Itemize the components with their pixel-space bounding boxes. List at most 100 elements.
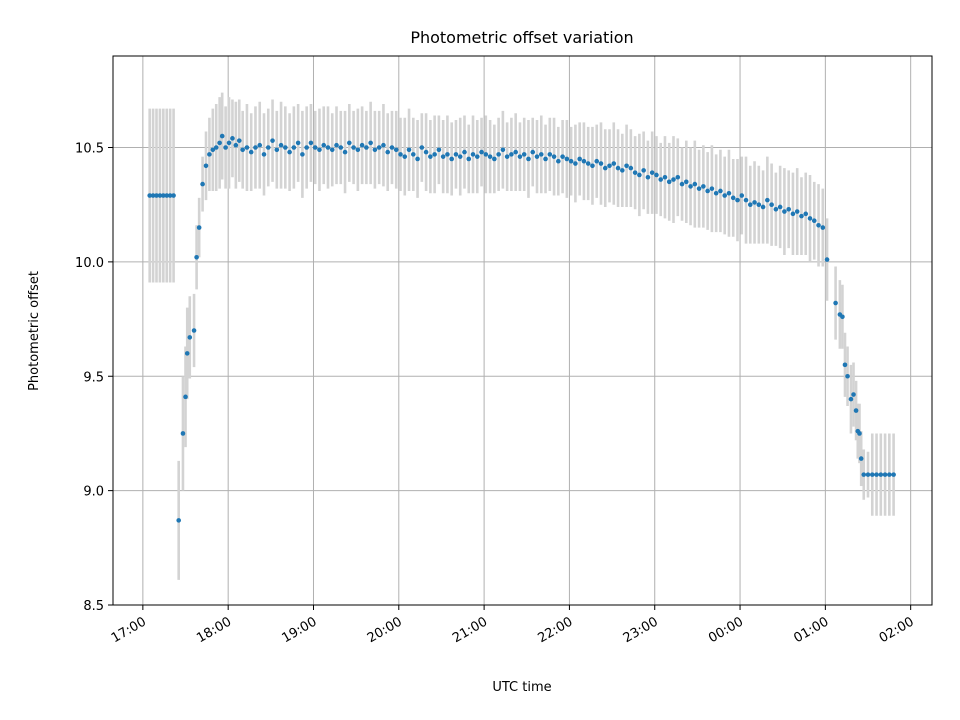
data-point xyxy=(317,147,322,153)
y-tick-label: 10.5 xyxy=(75,142,104,157)
data-point xyxy=(194,254,199,260)
data-point xyxy=(300,152,305,157)
data-point xyxy=(308,140,314,146)
data-point xyxy=(445,152,450,157)
data-point xyxy=(803,211,809,217)
data-point xyxy=(679,181,685,187)
x-tick-label: 02:00 xyxy=(877,614,917,646)
data-point xyxy=(662,174,668,180)
data-point xyxy=(393,147,399,153)
data-point xyxy=(453,152,459,157)
x-tick-label: 22:00 xyxy=(535,614,575,646)
data-point xyxy=(466,156,472,162)
data-point xyxy=(423,149,429,155)
data-point xyxy=(240,147,245,153)
data-point xyxy=(183,394,188,400)
data-point xyxy=(861,472,867,477)
data-point xyxy=(743,197,749,203)
data-point xyxy=(219,133,225,139)
data-point xyxy=(752,200,757,205)
data-point xyxy=(786,206,791,212)
data-point xyxy=(406,147,412,153)
data-point xyxy=(782,209,787,214)
data-point xyxy=(692,181,698,187)
data-point xyxy=(696,186,702,191)
data-point xyxy=(585,161,591,166)
data-point xyxy=(187,335,193,340)
data-point xyxy=(833,300,838,306)
x-axis-label: UTC time xyxy=(492,680,551,695)
data-point xyxy=(196,225,202,230)
data-point xyxy=(270,138,275,143)
data-point xyxy=(338,145,344,150)
data-point xyxy=(517,154,523,159)
data-point xyxy=(607,163,612,169)
data-point xyxy=(573,161,578,166)
data-point xyxy=(329,147,335,153)
data-point xyxy=(342,149,348,155)
data-point xyxy=(398,152,403,157)
data-point xyxy=(538,152,544,157)
data-point xyxy=(671,177,676,182)
data-point xyxy=(274,147,280,153)
data-point xyxy=(598,161,604,166)
data-point xyxy=(658,177,664,182)
data-point xyxy=(765,197,770,203)
data-point xyxy=(385,149,391,155)
data-point xyxy=(265,145,271,150)
data-point xyxy=(462,149,467,155)
data-point xyxy=(543,156,548,162)
data-point xyxy=(615,165,621,171)
data-point xyxy=(769,202,774,207)
data-point xyxy=(649,170,655,175)
data-point xyxy=(364,145,369,150)
data-point xyxy=(372,147,378,153)
data-point xyxy=(283,145,288,150)
data-point xyxy=(632,170,638,175)
data-point xyxy=(790,211,796,217)
data-point xyxy=(223,145,228,150)
data-point xyxy=(278,142,284,148)
data-point xyxy=(248,149,254,155)
data-point xyxy=(351,145,356,150)
data-point xyxy=(887,472,892,477)
data-point xyxy=(713,190,719,196)
data-point xyxy=(747,202,753,207)
data-point xyxy=(857,431,862,436)
data-point xyxy=(760,204,766,210)
data-point xyxy=(568,158,574,164)
data-point xyxy=(509,152,514,157)
data-point xyxy=(521,152,527,157)
data-point xyxy=(419,145,425,150)
data-point xyxy=(637,172,642,178)
data-point xyxy=(171,193,176,198)
data-point xyxy=(257,142,263,148)
data-point xyxy=(500,147,506,153)
data-point xyxy=(848,396,854,402)
data-point xyxy=(304,145,309,150)
data-point xyxy=(217,140,222,146)
data-point xyxy=(824,257,830,262)
data-point xyxy=(359,142,365,148)
data-point xyxy=(851,392,856,397)
y-tick-label: 9.5 xyxy=(83,370,104,385)
data-point xyxy=(547,152,553,157)
errorbars xyxy=(148,92,895,580)
chart-title: Photometric offset variation xyxy=(410,28,633,47)
data-point xyxy=(176,518,181,523)
data-point xyxy=(191,328,197,333)
y-tick-label: 8.5 xyxy=(83,599,104,614)
data-point xyxy=(291,145,297,150)
data-point xyxy=(440,154,446,159)
data-point xyxy=(487,154,493,159)
data-point xyxy=(811,218,817,223)
data-point xyxy=(556,158,561,164)
y-tick-label: 9.0 xyxy=(83,485,104,500)
data-point xyxy=(705,188,710,194)
data-point xyxy=(874,472,879,477)
data-point xyxy=(236,138,242,143)
data-point xyxy=(534,154,540,159)
data-point xyxy=(457,154,463,159)
data-point xyxy=(347,140,352,146)
data-point xyxy=(777,204,783,210)
